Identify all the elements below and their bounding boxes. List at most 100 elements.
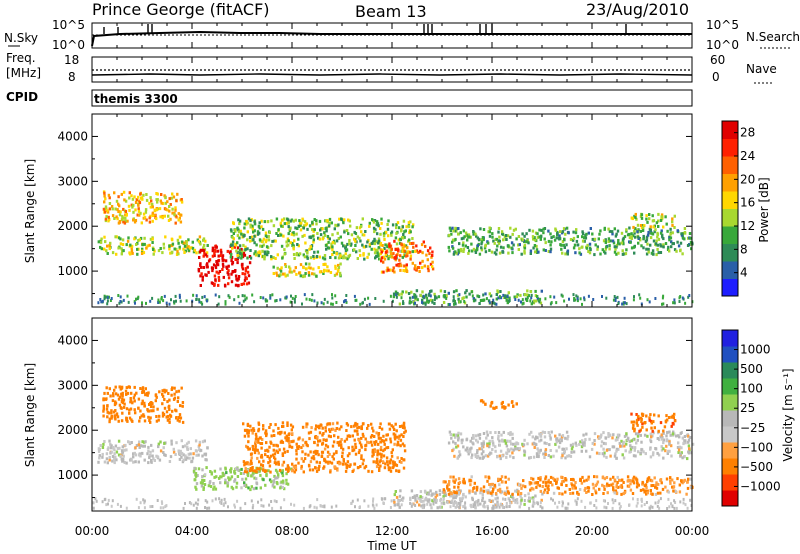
echo-cell-1-4 bbox=[492, 504, 495, 508]
echo-cell-near-0 bbox=[118, 301, 121, 305]
echo-cell-1-3 bbox=[345, 422, 349, 426]
echo-cell-0-3 bbox=[253, 234, 256, 238]
echo-cell-1-2 bbox=[213, 475, 216, 479]
echo-cell-1-3 bbox=[257, 438, 260, 441]
echo-cell-1-3 bbox=[392, 462, 395, 465]
echo-cell-0-8 bbox=[671, 220, 674, 224]
echo-cell-0-3 bbox=[395, 226, 398, 230]
echo-cell-0-3 bbox=[354, 244, 357, 247]
echo-cell-0-6 bbox=[396, 291, 399, 295]
echo-cell-0-3 bbox=[333, 227, 336, 231]
echo-cell-1-8 bbox=[674, 489, 677, 493]
echo-cell-1-4 bbox=[429, 503, 432, 507]
echo-cell-0-7 bbox=[562, 243, 565, 247]
echo-cell-1-0 bbox=[189, 447, 192, 451]
echo-cell-0-6 bbox=[457, 297, 460, 301]
echo-cell-1-8 bbox=[457, 492, 461, 496]
echo-cell-1-2 bbox=[233, 470, 236, 473]
echo-cell-0-7 bbox=[542, 248, 545, 252]
echo-cell-1-4 bbox=[491, 491, 494, 495]
echo-cell-1-4 bbox=[527, 492, 530, 496]
echo-cell-0-7 bbox=[603, 227, 606, 231]
echo-cell-near-0 bbox=[157, 300, 160, 304]
echo-cell-0-3 bbox=[376, 232, 379, 236]
echo-cell-1-8 bbox=[612, 487, 615, 491]
echo-cell-0-7 bbox=[532, 237, 535, 241]
echo-cell-1-8 bbox=[669, 479, 672, 483]
echo-cell-0-3 bbox=[327, 246, 331, 250]
echo-cell-1-3 bbox=[301, 450, 304, 454]
echo-cell-1-2 bbox=[258, 469, 261, 473]
echo-cell-1-4 bbox=[486, 504, 489, 508]
echo-cell-1-2 bbox=[209, 470, 212, 473]
echo-cell-0-6 bbox=[434, 295, 437, 299]
echo-cell-1-3 bbox=[348, 465, 351, 468]
echo-cell-1-2 bbox=[243, 481, 246, 485]
echo-cell-0-6 bbox=[430, 289, 433, 293]
echo-cell-1-3 bbox=[273, 452, 277, 456]
echo-cell-0-2 bbox=[247, 274, 251, 278]
echo-cell-1-6 bbox=[512, 404, 515, 408]
echo-cell-1-5 bbox=[632, 454, 636, 458]
echo-cell-1-3 bbox=[398, 460, 402, 464]
echo-cell-1-3 bbox=[382, 439, 386, 443]
echo-cell-near-1 bbox=[451, 499, 454, 503]
echo-cell-1-3 bbox=[312, 450, 316, 454]
echo-cell-0-7 bbox=[454, 250, 457, 254]
echo-cell-near-0 bbox=[233, 298, 236, 302]
echo-cell-1-7 bbox=[635, 421, 639, 425]
echo-cell-0-3 bbox=[276, 253, 279, 257]
echo-cell-near-1 bbox=[116, 502, 119, 506]
echo-cell-0-0 bbox=[173, 247, 176, 251]
echo-cell-0-7 bbox=[653, 230, 656, 234]
echo-cell-1-0 bbox=[141, 451, 144, 455]
echo-cell-1-3 bbox=[248, 447, 252, 451]
echo-cell-1-7 bbox=[645, 414, 648, 418]
echo-cell-near-1 bbox=[372, 497, 375, 501]
echo-cell-1-5 bbox=[691, 442, 695, 446]
echo-cell-1-3 bbox=[376, 449, 380, 453]
echo-cell-0-3 bbox=[261, 249, 264, 253]
echo-cell-1-5 bbox=[528, 456, 531, 460]
echo-cell-0-4 bbox=[280, 266, 283, 270]
echo-cell-1-3 bbox=[316, 450, 319, 453]
echo-cell-0-2 bbox=[199, 263, 202, 267]
echo-cell-1-4 bbox=[518, 505, 521, 509]
echo-cell-1-5 bbox=[557, 445, 561, 449]
echo-cell-1-0 bbox=[187, 452, 190, 456]
echo-cell-1-0 bbox=[121, 445, 124, 449]
echo-cell-near-1 bbox=[689, 498, 692, 502]
echo-cell-1-5 bbox=[635, 441, 638, 445]
echo-cell-1-5 bbox=[593, 439, 596, 442]
echo-cell-0-3 bbox=[297, 237, 300, 241]
echo-cell-near-1 bbox=[602, 499, 605, 503]
echo-cell-1-3 bbox=[373, 435, 376, 438]
echo-cell-1-1 bbox=[102, 407, 105, 411]
echo-cell-1-5 bbox=[570, 450, 573, 454]
echo-cell-0-7 bbox=[630, 237, 633, 240]
echo-cell-1-1 bbox=[129, 407, 133, 411]
echo-cell-1-5 bbox=[688, 436, 692, 439]
echo-cell-near-1 bbox=[614, 499, 617, 503]
echo-cell-near-1 bbox=[566, 506, 569, 510]
echo-cell-1-3 bbox=[397, 470, 401, 473]
echo-cell-1-5 bbox=[481, 456, 484, 460]
echo-cell-0-7 bbox=[581, 239, 585, 243]
echo-cell-1-3 bbox=[321, 450, 325, 454]
echo-cell-0-6 bbox=[507, 291, 510, 295]
echo-cell-near-1 bbox=[192, 503, 195, 507]
echo-cell-1-3 bbox=[351, 434, 354, 438]
echo-cell-0-7 bbox=[677, 244, 681, 248]
echo-cell-near-0 bbox=[290, 294, 292, 298]
echo-cell-0-0 bbox=[136, 252, 139, 256]
echo-cell-1-8 bbox=[587, 486, 591, 490]
echo-cell-1-2 bbox=[202, 486, 205, 490]
echo-cell-1-3 bbox=[307, 453, 310, 457]
echo-cell-1-5 bbox=[486, 442, 489, 446]
echo-cell-0-0 bbox=[148, 243, 151, 247]
echo-cell-0-7 bbox=[448, 233, 451, 237]
echo-cell-1-3 bbox=[290, 428, 293, 432]
echo-cell-1-1 bbox=[173, 392, 176, 396]
echo-cell-1-3 bbox=[323, 465, 326, 469]
echo-cell-near-0 bbox=[572, 293, 575, 297]
